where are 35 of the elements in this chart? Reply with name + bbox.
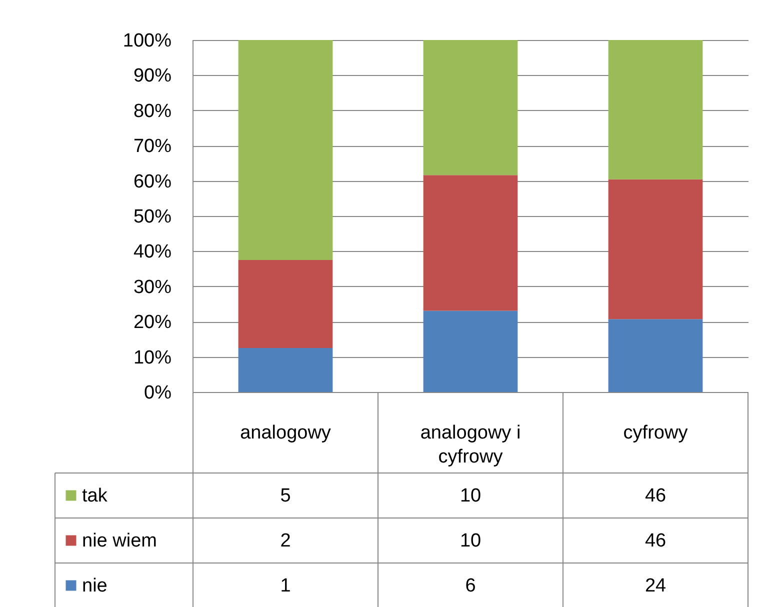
bar (238, 40, 333, 260)
y-tick-label: 10% (133, 347, 172, 368)
bar (608, 40, 703, 180)
y-tick-label: 0% (144, 382, 172, 404)
bar (423, 175, 518, 311)
text: 24 (644, 576, 666, 596)
text: 10 (460, 530, 482, 552)
y-tick-label: 70% (133, 136, 172, 158)
text: 10 (460, 486, 482, 506)
bar (423, 310, 518, 392)
y-tick-label: 60% (133, 171, 172, 192)
y-tick-label: 40% (133, 242, 172, 263)
legend-label: nie wiem (82, 530, 157, 552)
bar (608, 319, 703, 392)
text: 2 (280, 530, 291, 552)
y-tick-label: 100% (122, 30, 172, 52)
y-tick-label: 90% (133, 66, 172, 87)
text: 6 (465, 576, 476, 596)
bar (238, 260, 333, 348)
x-tick-label: analogowy (240, 422, 332, 444)
x-tick-label: cyfrowy (623, 422, 688, 444)
bar (608, 179, 703, 320)
y-tick-label: 50% (133, 206, 172, 228)
text: 5 (280, 486, 291, 506)
x-tick-label: analogowy i cyfrowy (420, 422, 521, 468)
text: 46 (644, 530, 666, 552)
bar (238, 348, 333, 392)
text: 1 (280, 576, 291, 596)
y-tick-label: 80% (133, 100, 172, 122)
legend-label: tak (82, 486, 108, 506)
y-tick-label: 20% (133, 312, 172, 334)
y-tick-label: 30% (133, 276, 172, 298)
bar (423, 40, 518, 176)
legend-label: nie (82, 576, 108, 596)
text: 46 (644, 486, 666, 506)
